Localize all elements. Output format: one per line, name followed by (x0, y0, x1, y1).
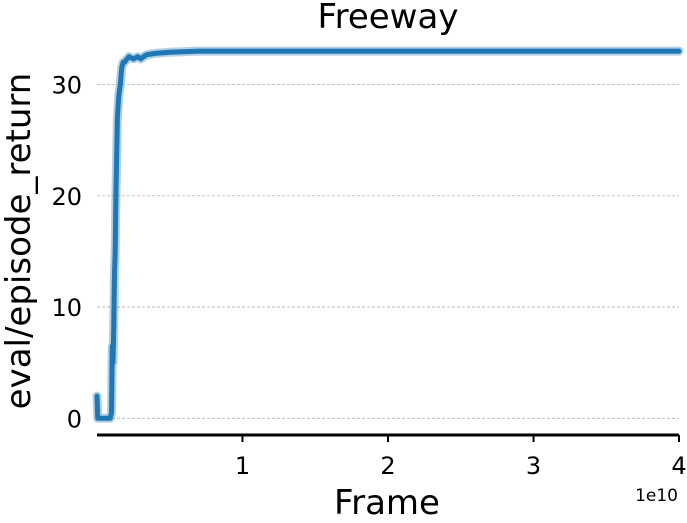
series-band (92, 46, 684, 423)
y-tick-label: 0 (67, 405, 82, 433)
y-axis-label: eval/episode_return (0, 73, 39, 410)
y-tick-labels: 0 10 20 30 (51, 72, 82, 434)
y-tick-label: 10 (51, 294, 82, 322)
y-tick-label: 30 (51, 72, 82, 100)
y-tick-label: 20 (51, 183, 82, 211)
x-tick-label: 3 (526, 452, 541, 480)
x-tick-labels: 1 2 3 4 (235, 435, 687, 480)
series-group (92, 46, 684, 423)
chart-title: Freeway (318, 0, 459, 37)
series-line (94, 48, 682, 421)
x-offset-label: 1e10 (635, 486, 678, 506)
gridlines (97, 84, 679, 419)
x-tick-label: 4 (671, 452, 686, 480)
x-tick-label: 1 (235, 452, 250, 480)
x-tick-label: 2 (380, 452, 395, 480)
x-axis-label: Frame (334, 483, 440, 523)
